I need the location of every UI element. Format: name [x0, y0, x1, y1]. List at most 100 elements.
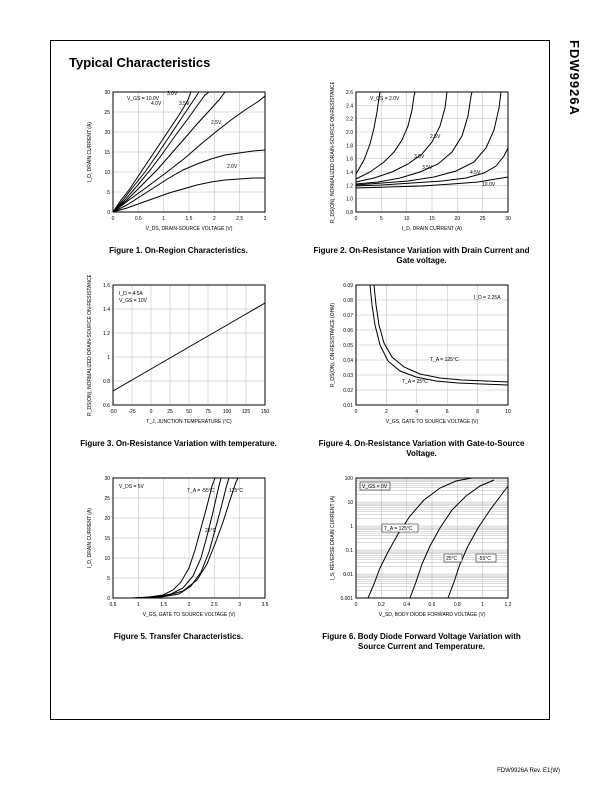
- chart-1-svg: 00.511.522.53051015202530V_DS, DRAIN-SOU…: [79, 82, 279, 242]
- chart-4-svg: 02468100.010.020.030.040.050.060.070.080…: [322, 275, 522, 435]
- figure-2-caption: Figure 2. On-Resistance Variation with D…: [312, 246, 531, 267]
- svg-text:0: 0: [354, 409, 357, 415]
- svg-text:2.0: 2.0: [346, 130, 353, 136]
- svg-text:R_DS(ON), NORMALIZED DRAIN-SOU: R_DS(ON), NORMALIZED DRAIN-SOURCE ON-RES…: [330, 82, 336, 223]
- chart-5-svg: 0.511.522.533.5051015202530V_GS, GATE TO…: [79, 468, 279, 628]
- svg-text:T_A = 25°C: T_A = 25°C: [402, 379, 428, 385]
- svg-text:1.6: 1.6: [103, 283, 110, 289]
- chart-grid: 00.511.522.53051015202530V_DS, DRAIN-SOU…: [69, 82, 531, 652]
- svg-text:0.6: 0.6: [428, 602, 435, 608]
- svg-text:0: 0: [107, 210, 110, 216]
- svg-text:0: 0: [354, 216, 357, 222]
- svg-text:0: 0: [149, 409, 152, 415]
- svg-text:3.5V: 3.5V: [422, 165, 433, 171]
- svg-text:125°C: 125°C: [229, 488, 243, 494]
- svg-text:30: 30: [505, 216, 511, 222]
- svg-text:5: 5: [107, 576, 110, 582]
- svg-text:2.4: 2.4: [346, 103, 353, 109]
- svg-text:0: 0: [107, 596, 110, 602]
- svg-text:25: 25: [479, 216, 485, 222]
- svg-text:8: 8: [476, 409, 479, 415]
- svg-text:0.8: 0.8: [103, 379, 110, 385]
- svg-text:4: 4: [415, 409, 418, 415]
- svg-text:3: 3: [238, 602, 241, 608]
- svg-text:0.07: 0.07: [343, 313, 353, 319]
- svg-text:I_D = 4.5A: I_D = 4.5A: [119, 291, 143, 297]
- svg-text:3.5V: 3.5V: [179, 101, 190, 107]
- svg-text:5: 5: [107, 190, 110, 196]
- svg-text:15: 15: [104, 150, 110, 156]
- section-title: Typical Characteristics: [69, 55, 531, 70]
- chart-6-svg: 00.20.40.60.811.20.0010.010.1110100V_SD,…: [322, 468, 522, 628]
- figure-1: 00.511.522.53051015202530V_DS, DRAIN-SOU…: [69, 82, 288, 267]
- svg-text:2.5V: 2.5V: [211, 120, 222, 126]
- svg-text:1: 1: [481, 602, 484, 608]
- figure-6: 00.20.40.60.811.20.0010.010.1110100V_SD,…: [312, 468, 531, 653]
- svg-text:2: 2: [187, 602, 190, 608]
- svg-text:-25: -25: [128, 409, 135, 415]
- svg-text:25: 25: [167, 409, 173, 415]
- svg-text:15: 15: [429, 216, 435, 222]
- svg-text:25°C: 25°C: [205, 528, 217, 534]
- svg-text:20: 20: [104, 516, 110, 522]
- svg-text:0: 0: [111, 216, 114, 222]
- svg-text:2: 2: [385, 409, 388, 415]
- svg-text:3: 3: [263, 216, 266, 222]
- svg-text:20: 20: [104, 130, 110, 136]
- svg-text:1: 1: [136, 602, 139, 608]
- svg-text:T_A = 125°C: T_A = 125°C: [384, 526, 413, 532]
- svg-text:0.01: 0.01: [343, 572, 353, 578]
- svg-text:30: 30: [104, 476, 110, 482]
- footer-text: FDW9926A Rev. E1(W): [497, 768, 560, 774]
- svg-text:1: 1: [107, 355, 110, 361]
- svg-text:3.5: 3.5: [261, 602, 268, 608]
- svg-text:0.4: 0.4: [403, 602, 410, 608]
- svg-text:V_GS = 0V: V_GS = 0V: [362, 484, 388, 490]
- content-frame: Typical Characteristics 00.511.522.53051…: [50, 40, 550, 720]
- svg-text:I_D, DRAIN CURRENT (A): I_D, DRAIN CURRENT (A): [402, 226, 462, 232]
- svg-text:2.0V: 2.0V: [227, 164, 238, 170]
- chart-2-svg: 0510152025300.81.01.21.41.61.82.02.22.42…: [322, 82, 522, 242]
- svg-text:25: 25: [104, 496, 110, 502]
- svg-text:4.5V: 4.5V: [470, 170, 481, 176]
- svg-text:10: 10: [403, 216, 409, 222]
- svg-text:10.0V: 10.0V: [482, 182, 496, 188]
- figure-6-caption: Figure 6. Body Diode Forward Voltage Var…: [312, 632, 531, 653]
- svg-text:0.5: 0.5: [109, 602, 116, 608]
- svg-text:T_A = -55°C: T_A = -55°C: [187, 488, 215, 494]
- svg-text:-50: -50: [109, 409, 116, 415]
- svg-text:10: 10: [104, 556, 110, 562]
- svg-text:25°C: 25°C: [446, 556, 458, 562]
- figure-4: 02468100.010.020.030.040.050.060.070.080…: [312, 275, 531, 460]
- page: FDW9926A Typical Characteristics 00.511.…: [0, 0, 612, 792]
- svg-text:1.2: 1.2: [504, 602, 511, 608]
- svg-text:V_GS, GATE TO SOURCE VOLTAGE (: V_GS, GATE TO SOURCE VOLTAGE (V): [142, 612, 235, 618]
- svg-text:1.6: 1.6: [346, 157, 353, 163]
- svg-text:V_DS = 5V: V_DS = 5V: [119, 484, 145, 490]
- svg-text:2.5: 2.5: [210, 602, 217, 608]
- svg-text:R_DS(ON), NORMALIZED DRAIN-SOU: R_DS(ON), NORMALIZED DRAIN-SOURCE ON-RES…: [87, 275, 93, 416]
- svg-text:100: 100: [222, 409, 231, 415]
- svg-text:0.08: 0.08: [343, 298, 353, 304]
- svg-text:1.4: 1.4: [346, 170, 353, 176]
- svg-text:10: 10: [505, 409, 511, 415]
- svg-text:-55°C: -55°C: [478, 556, 491, 562]
- svg-text:T_A = 125°C: T_A = 125°C: [430, 357, 459, 363]
- svg-text:0.09: 0.09: [343, 283, 353, 289]
- svg-text:0.001: 0.001: [340, 596, 353, 602]
- svg-text:0.8: 0.8: [453, 602, 460, 608]
- svg-text:T_J, JUNCTION TEMPERATURE (°C): T_J, JUNCTION TEMPERATURE (°C): [146, 419, 232, 425]
- svg-text:0.1: 0.1: [346, 548, 353, 554]
- svg-text:0.8: 0.8: [346, 210, 353, 216]
- svg-text:5: 5: [379, 216, 382, 222]
- svg-text:10: 10: [347, 500, 353, 506]
- svg-text:50: 50: [186, 409, 192, 415]
- figure-5: 0.511.522.533.5051015202530V_GS, GATE TO…: [69, 468, 288, 653]
- svg-text:125: 125: [241, 409, 250, 415]
- svg-text:75: 75: [205, 409, 211, 415]
- svg-text:V_GS = 10.0V: V_GS = 10.0V: [127, 96, 160, 102]
- figure-3: -50-2502550751001251500.60.811.21.41.6T_…: [69, 275, 288, 460]
- svg-text:1.0: 1.0: [346, 197, 353, 203]
- svg-text:0.6: 0.6: [103, 403, 110, 409]
- svg-text:2.5: 2.5: [236, 216, 243, 222]
